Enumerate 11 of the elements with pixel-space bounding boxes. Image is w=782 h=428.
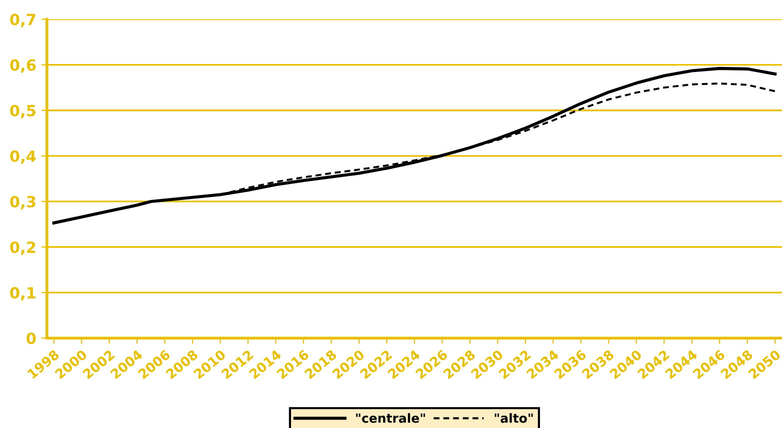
y-tick-label: 0: [26, 332, 36, 344]
legend-label: "alto": [494, 413, 533, 423]
y-tick-label: 0,6: [10, 59, 36, 73]
y-tick-label: 0,3: [10, 196, 36, 210]
y-tick-label: 0,2: [10, 241, 36, 255]
line-series: [52, 66, 777, 224]
y-tick-label: 0,5: [10, 104, 36, 118]
y-tick-label: 0,1: [10, 287, 36, 301]
legend-label: "centrale": [356, 413, 425, 423]
y-tick-label: 0,4: [10, 150, 36, 164]
y-tick-label: 0,7: [10, 14, 36, 28]
